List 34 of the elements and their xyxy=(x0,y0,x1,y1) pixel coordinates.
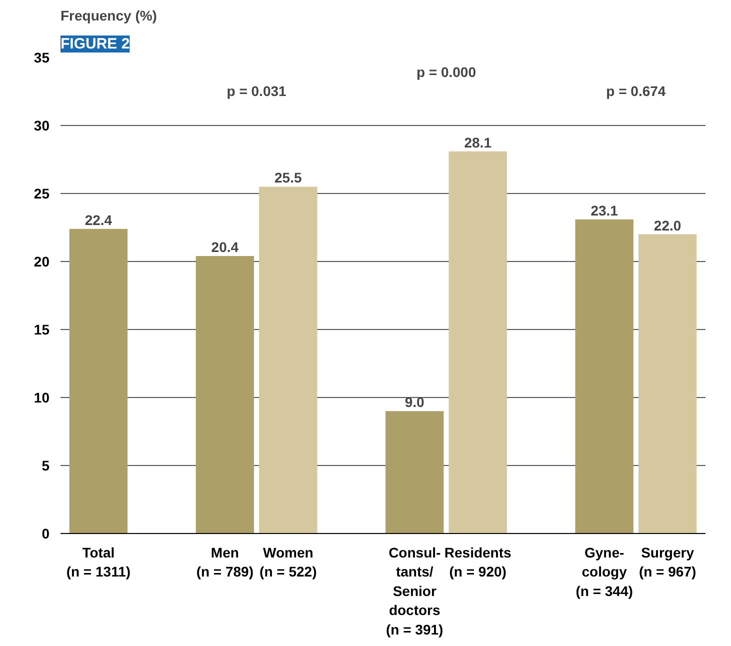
x-tick-label: Total (n = 1311) xyxy=(66,544,131,580)
bar xyxy=(386,411,444,534)
y-tick-label: 5 xyxy=(42,458,50,474)
data-label: 28.1 xyxy=(464,134,492,150)
bar xyxy=(575,219,634,534)
bar xyxy=(69,228,128,534)
y-tick-label: 20 xyxy=(34,254,50,270)
data-label: 9.0 xyxy=(404,394,425,410)
annotation: p = 0.000 xyxy=(416,64,476,80)
y-tick-label: 30 xyxy=(34,118,50,134)
bar xyxy=(448,151,507,534)
y-tick-label: 25 xyxy=(34,186,50,202)
y-axis-title: Frequency (%) xyxy=(60,8,157,24)
data-label: 25.5 xyxy=(274,170,302,186)
y-tick-label: 35 xyxy=(34,50,50,66)
y-tick-label: 15 xyxy=(34,322,50,338)
bar xyxy=(259,186,318,534)
data-label: 22.4 xyxy=(84,212,112,228)
annotation: p = 0.674 xyxy=(606,82,666,99)
chart-title: FIGURE 2 xyxy=(60,36,130,52)
x-tick-label: Gyne- cology (n = 344) xyxy=(576,544,633,599)
data-label: 22.0 xyxy=(654,217,682,234)
x-tick-label: Consul- tants/ Senior doctors (n = 391) xyxy=(386,544,444,638)
annotation: p = 0.031 xyxy=(226,82,287,99)
bar xyxy=(638,234,697,534)
x-tick-label: Men (n = 789) xyxy=(196,544,254,580)
x-tick-label: Surgery (n = 967) xyxy=(638,544,696,580)
data-label: 23.1 xyxy=(590,202,618,218)
x-tick-label: Women (n = 522) xyxy=(260,544,317,580)
data-label: 20.4 xyxy=(211,239,239,256)
y-tick-label: 0 xyxy=(42,526,50,542)
bar xyxy=(196,256,254,534)
x-tick-label: Residents (n = 920) xyxy=(444,544,512,580)
y-tick-label: 10 xyxy=(34,390,50,406)
